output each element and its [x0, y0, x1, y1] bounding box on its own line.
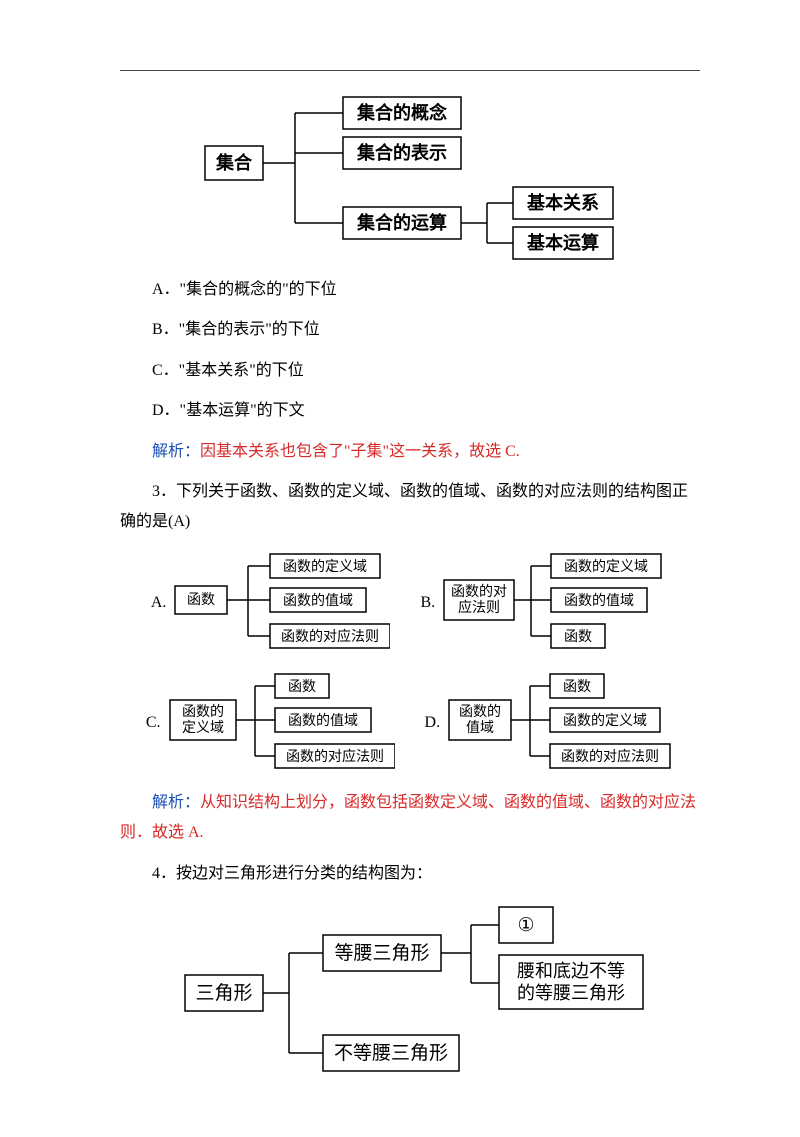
svg-text:函数的对: 函数的对 [451, 584, 507, 600]
q3-opt-d: D. 函数的 值域 函数 函数的定义域 函数的对应法则 [425, 668, 675, 778]
svg-text:函数的值域: 函数的值域 [283, 593, 353, 609]
q3-label-d: D. [425, 714, 441, 732]
diagram-triangle-svg: 三角形 等腰三角形 不等腰三角形 ① 腰和底边不等 的等腰三角形 [175, 903, 645, 1083]
svg-text:函数的值域: 函数的值域 [288, 713, 358, 729]
analysis-text-3: 从知识结构上划分，函数包括函数定义域、函数的值域、函数的对应法则．故选 A. [120, 794, 696, 841]
svg-text:函数的对应法则: 函数的对应法则 [561, 748, 659, 765]
svg-text:函数的值域: 函数的值域 [564, 593, 634, 609]
d4-c2: 不等腰三角形 [334, 1042, 448, 1064]
top-rule [120, 70, 700, 71]
q2-option-b: B．"集合的表示"的下位 [120, 315, 700, 345]
d4-root: 三角形 [195, 982, 252, 1004]
svg-text:函数: 函数 [563, 679, 591, 695]
analysis-text: 因基本关系也包含了"子集"这一关系，故选 C. [200, 443, 520, 460]
analysis-label: 解析： [152, 443, 200, 460]
svg-text:函数的对应法则: 函数的对应法则 [281, 628, 379, 645]
diagram-q3: A. 函数 函数的定义域 函数的值域 函数的对应法则 B. 函数的对 应法则 函… [120, 548, 700, 778]
svg-text:函数的: 函数的 [182, 704, 224, 720]
diagram-set-svg: 集合 集合的概念 集合的表示 集合的运算 基本关系 基本运算 [195, 91, 625, 261]
q3-label-b: B. [420, 594, 435, 612]
q2-option-a: A．"集合的概念的"的下位 [120, 275, 700, 305]
d1-c3b: 基本运算 [526, 232, 599, 253]
svg-text:值域: 值域 [466, 720, 494, 736]
d4-c1b2: 的等腰三角形 [517, 983, 625, 1003]
q3-opt-c: C. 函数的 定义域 函数 函数的值域 函数的对应法则 [146, 668, 395, 778]
diagram-triangle: 三角形 等腰三角形 不等腰三角形 ① 腰和底边不等 的等腰三角形 [120, 903, 700, 1083]
svg-text:应法则: 应法则 [458, 599, 500, 616]
svg-text:函数的定义域: 函数的定义域 [564, 559, 648, 575]
q3-label-c: C. [146, 714, 161, 732]
q3-opt-b: B. 函数的对 应法则 函数的定义域 函数的值域 函数 [420, 548, 669, 658]
q3-label-a: A. [151, 594, 167, 612]
d4-c1a: ① [517, 915, 534, 936]
q2-option-c: C．"基本关系"的下位 [120, 356, 700, 386]
d4-c1b1: 腰和底边不等 [517, 961, 625, 981]
svg-text:定义域: 定义域 [182, 720, 224, 736]
d1-c2: 集合的表示 [356, 142, 447, 163]
svg-text:函数: 函数 [187, 592, 215, 608]
d1-root: 集合 [215, 152, 253, 173]
svg-text:函数: 函数 [564, 629, 592, 645]
d1-c3: 集合的运算 [356, 212, 447, 233]
question-3: 3．下列关于函数、函数的定义域、函数的值域、函数的对应法则的结构图正确的是(A) [120, 477, 700, 538]
d1-c3a: 基本关系 [526, 192, 599, 213]
analysis-label-3: 解析： [152, 794, 200, 811]
question-4: 4．按边对三角形进行分类的结构图为： [120, 859, 700, 889]
q3-analysis: 解析：从知识结构上划分，函数包括函数定义域、函数的值域、函数的对应法则．故选 A… [120, 788, 700, 849]
svg-text:函数的: 函数的 [459, 704, 501, 720]
d1-c1: 集合的概念 [356, 102, 447, 123]
svg-text:函数的定义域: 函数的定义域 [563, 713, 647, 729]
page-content: 集合 集合的概念 集合的表示 集合的运算 基本关系 基本运算 A．"集合的概念的… [0, 0, 800, 1137]
q2-analysis: 解析：因基本关系也包含了"子集"这一关系，故选 C. [120, 437, 700, 467]
q3-opt-a: A. 函数 函数的定义域 函数的值域 函数的对应法则 [151, 548, 391, 658]
svg-text:函数: 函数 [288, 679, 316, 695]
d4-c1: 等腰三角形 [334, 942, 429, 964]
diagram-set: 集合 集合的概念 集合的表示 集合的运算 基本关系 基本运算 [120, 91, 700, 261]
svg-text:函数的对应法则: 函数的对应法则 [286, 748, 384, 765]
q2-option-d: D．"基本运算"的下文 [120, 396, 700, 426]
svg-text:函数的定义域: 函数的定义域 [283, 559, 367, 575]
